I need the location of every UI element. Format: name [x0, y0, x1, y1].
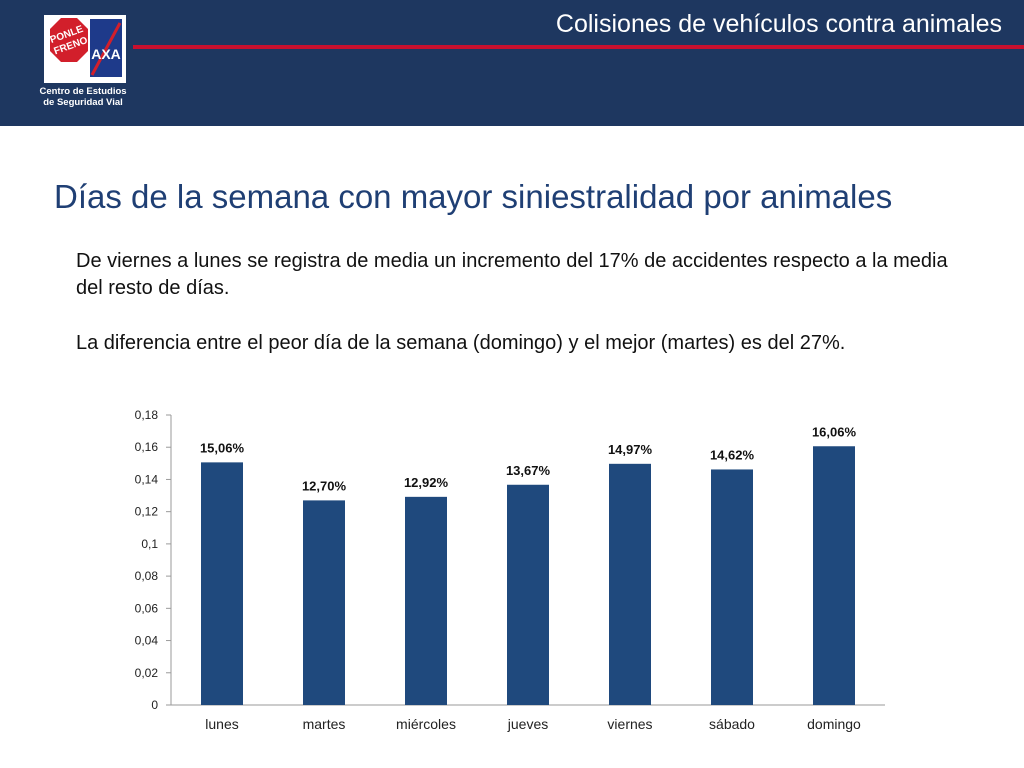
bar-martes [303, 500, 345, 705]
axa-slash-icon [90, 22, 122, 76]
chart-bars [201, 446, 855, 705]
header-band: PONLE FRENO AXA Centro de Estudios de Se… [0, 0, 1024, 126]
bar-domingo [813, 446, 855, 705]
y-tick-label: 0,18 [135, 408, 159, 422]
header-accent-line [133, 45, 1024, 49]
bar-lunes [201, 462, 243, 705]
y-tick-label: 0,02 [135, 666, 159, 680]
logo-graphic: PONLE FRENO AXA [44, 15, 126, 83]
bar-miércoles [405, 496, 447, 705]
chart-labels: lunes 15,06% martes 12,70% miércoles 12,92% ju… [200, 424, 861, 732]
data-label: 14,62% [710, 447, 755, 462]
bar-viernes [609, 463, 651, 705]
y-tick-label: 0,16 [135, 440, 159, 454]
x-category-label: jueves [507, 716, 548, 732]
x-category-label: miércoles [396, 716, 456, 732]
header-title: Colisiones de vehículos contra animales [555, 10, 1002, 38]
stop-sign-icon [50, 18, 88, 62]
x-category-label: sábado [709, 716, 755, 732]
x-category-label: lunes [205, 716, 238, 732]
y-tick-label: 0,08 [135, 569, 159, 583]
y-tick-label: 0,14 [135, 472, 159, 486]
y-tick-label: 0,1 [141, 537, 158, 551]
logo-caption: Centro de Estudios de Seguridad Vial [28, 86, 138, 108]
y-tick-label: 0,04 [135, 634, 159, 648]
logo-caption-line1: Centro de Estudios [39, 86, 127, 97]
paragraph-increase: De viernes a lunes se registra de media … [76, 250, 948, 299]
y-tick-label: 0 [151, 698, 158, 712]
x-category-label: viernes [607, 716, 652, 732]
x-category-label: martes [303, 716, 346, 732]
y-tick-label: 0,06 [135, 601, 159, 615]
logo: PONLE FRENO AXA Centro de Estudios de Se… [28, 13, 138, 113]
data-label: 14,97% [608, 442, 653, 457]
data-label: 15,06% [200, 440, 245, 455]
bar-jueves [507, 484, 549, 705]
data-label: 13,67% [506, 463, 551, 478]
data-label: 12,70% [302, 478, 347, 493]
y-tick-label: 0,12 [135, 505, 159, 519]
logo-brand: AXA [91, 46, 121, 62]
slide-title: Días de la semana con mayor siniestralid… [54, 178, 893, 215]
x-category-label: domingo [807, 716, 861, 732]
bar-sábado [711, 469, 753, 705]
data-label: 16,06% [812, 424, 857, 439]
data-label: 12,92% [404, 475, 449, 490]
logo-caption-line2: de Seguridad Vial [43, 97, 123, 108]
paragraph-difference: La diferencia entre el peor día de la se… [76, 332, 846, 354]
